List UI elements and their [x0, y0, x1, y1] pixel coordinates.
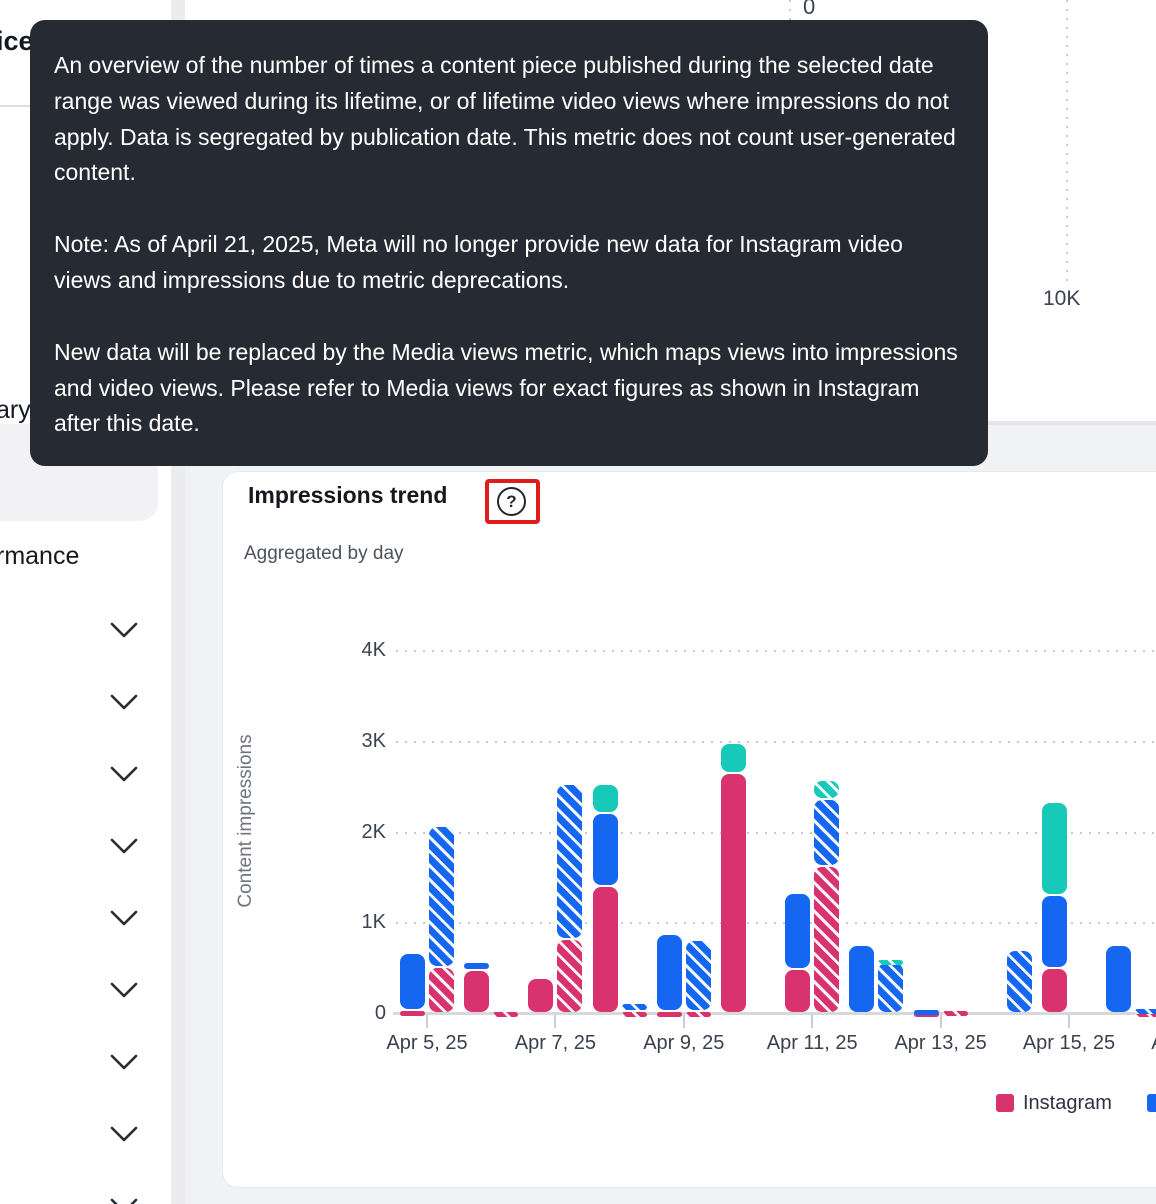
bar-segment-facebook-hatched	[685, 941, 711, 1010]
highlight-box: ?	[485, 479, 540, 524]
bar-segment-instagram-hatched	[621, 1012, 647, 1018]
y-tick-label: 3K	[361, 729, 386, 752]
tooltip-paragraph: Note: As of April 21, 2025, Meta will no…	[54, 231, 903, 293]
legend-label: Instagram	[1023, 1092, 1112, 1114]
x-tick-mark	[426, 1015, 428, 1028]
bar-segment-facebook	[785, 894, 811, 968]
top-chart-gridline	[789, 0, 791, 34]
bar-segment-instagram	[656, 1012, 682, 1018]
bar-segment-instagram-hatched	[429, 968, 454, 1012]
card-title: Impressions trend	[248, 482, 448, 508]
bar-segment-instagram-hatched	[942, 1011, 968, 1017]
x-tick-label: Apr 15, 25	[1022, 1032, 1116, 1054]
sidebar-item-truncated[interactable]: ary	[0, 396, 31, 424]
bar-segment-facebook-hatched	[878, 963, 904, 1012]
bar-segment-facebook	[849, 945, 875, 1012]
chevron-down-icon[interactable]	[104, 1122, 144, 1150]
bar-segment-facebook	[464, 963, 490, 969]
bar-segment-facebook-hatched	[1006, 951, 1032, 1012]
tooltip-paragraph: An overview of the number of times a con…	[54, 52, 956, 186]
bar-segment-facebook	[1106, 945, 1132, 1012]
bar-segment-instagram	[592, 887, 618, 1012]
chevron-down-icon[interactable]	[104, 690, 144, 718]
top-chart-tick-0: 0	[803, 0, 816, 19]
chevron-down-icon[interactable]	[104, 618, 144, 646]
bar-segment-instagram	[721, 773, 746, 1012]
impressions-chart: Content impressions 0 1K 2K 3K 4K Apr 5, 25 Ap…	[223, 472, 1156, 1187]
bar-segment-instagram	[528, 979, 554, 1012]
bar-segment-facebook	[592, 814, 618, 885]
legend-swatch	[1147, 1094, 1156, 1112]
bar-segment-facebook	[913, 1010, 939, 1016]
y-tick-label: 2K	[361, 820, 386, 843]
bar-segment-instagram-hatched	[1135, 1011, 1156, 1017]
x-tick-mark	[682, 1015, 685, 1028]
top-chart-tick-10k: 10K	[1043, 287, 1081, 310]
x-tick-mark	[1068, 1015, 1070, 1028]
chevron-down-icon[interactable]	[104, 1050, 144, 1078]
gridline	[396, 922, 1156, 925]
x-tick-mark	[939, 1015, 942, 1028]
chevron-down-icon[interactable]	[104, 1194, 144, 1204]
x-tick-label: Apr 9, 25	[643, 1032, 725, 1054]
legend-swatch	[996, 1094, 1014, 1112]
bar-segment-other-hatched	[814, 780, 840, 798]
y-tick-label: 1K	[361, 911, 386, 934]
bar-segment-facebook-hatched	[557, 784, 583, 939]
gridline	[396, 650, 1156, 653]
bar-segment-instagram-hatched	[685, 1011, 711, 1017]
x-tick-mark	[811, 1015, 814, 1028]
x-tick-label: Apr 17, 25	[1132, 1032, 1156, 1055]
bar-segment-other	[1042, 802, 1067, 895]
bar-segment-instagram	[785, 969, 811, 1012]
bar-segment-instagram-hatched	[814, 867, 840, 1012]
chevron-down-icon[interactable]	[104, 762, 144, 790]
bar-segment-other	[592, 785, 618, 813]
gridline	[396, 831, 1156, 834]
chevron-down-icon[interactable]	[104, 834, 144, 862]
y-axis-label: Content impressions	[235, 734, 256, 908]
chevron-down-icon[interactable]	[104, 978, 144, 1006]
bar-segment-facebook	[400, 954, 425, 1010]
bar-segment-instagram-hatched	[493, 1011, 519, 1017]
y-tick-label: 4K	[361, 639, 386, 662]
bar-segment-facebook-hatched	[429, 827, 454, 967]
metric-info-tooltip: An overview of the number of times a con…	[30, 20, 988, 466]
bar-segment-facebook-hatched	[1135, 1008, 1156, 1014]
bar-segment-instagram	[1042, 968, 1067, 1012]
help-icon[interactable]: ?	[497, 487, 526, 516]
bar-segment-facebook-hatched	[621, 1004, 647, 1011]
x-tick-label: Apr 5, 25	[386, 1032, 468, 1054]
top-chart-gridline	[1066, 0, 1068, 284]
sidebar-item-performance-truncated[interactable]: rmance	[0, 542, 80, 570]
sidebar-heading-truncated: ice	[0, 26, 34, 56]
tooltip-paragraph: New data will be replaced by the Media v…	[54, 338, 958, 437]
gridline	[396, 740, 1156, 743]
x-tick-label: Apr 13, 25	[894, 1032, 987, 1054]
impressions-trend-card: Impressions trend ? Aggregated by day Co…	[222, 471, 1156, 1188]
bar-segment-facebook	[656, 935, 682, 1011]
chevron-down-icon[interactable]	[104, 906, 144, 934]
chart-legend: Instagram	[223, 1092, 1156, 1122]
bar-segment-other-hatched	[878, 960, 904, 966]
bar-segment-instagram	[400, 1011, 425, 1017]
bar-segment-other	[721, 743, 746, 772]
bar-segment-facebook-hatched	[814, 799, 840, 866]
x-tick-mark	[554, 1015, 557, 1028]
card-subtitle: Aggregated by day	[244, 543, 404, 564]
bar-segment-facebook	[1042, 896, 1067, 967]
y-tick-label: 0	[374, 1002, 386, 1024]
x-tick-label: Apr 7, 25	[514, 1032, 596, 1054]
x-tick-label: Apr 11, 25	[766, 1032, 858, 1054]
bar-segment-instagram	[464, 970, 490, 1012]
x-axis-line	[393, 1012, 1156, 1015]
bar-segment-instagram-hatched	[557, 940, 583, 1012]
